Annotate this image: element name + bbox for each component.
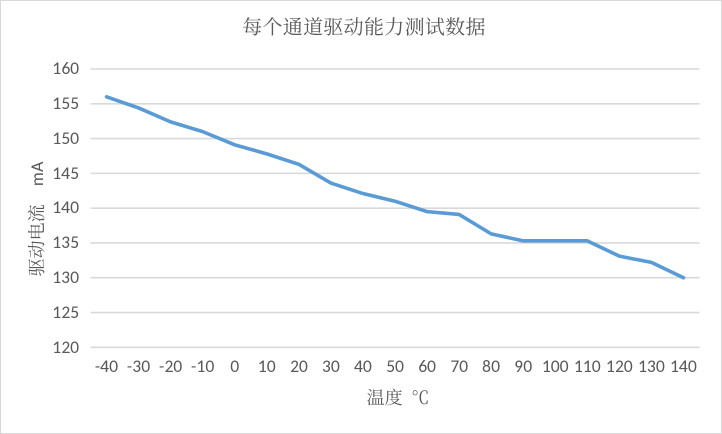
series-line xyxy=(104,95,686,280)
x-tick-label: -20 xyxy=(159,355,183,378)
y-tick-label: 135 xyxy=(52,231,79,254)
x-tick-label: -10 xyxy=(191,355,215,378)
x-tick-label: 130 xyxy=(638,355,665,378)
x-tick-label: 30 xyxy=(322,355,340,378)
x-tick-label: 70 xyxy=(450,355,468,378)
x-tick-label: -30 xyxy=(127,355,151,378)
x-tick-label: 80 xyxy=(482,355,501,378)
x-tick-label: 60 xyxy=(418,355,436,378)
y-tick-label: 140 xyxy=(52,196,79,219)
x-axis-title: 温度 ℃ xyxy=(366,383,430,410)
x-tick-label: 20 xyxy=(289,355,308,378)
y-tick-label: 155 xyxy=(52,92,79,115)
x-tick-label: 40 xyxy=(354,355,372,378)
y-tick-label: 145 xyxy=(52,161,79,184)
x-tick-label: 90 xyxy=(514,355,533,378)
gridlines xyxy=(90,68,700,349)
x-tick-label: 110 xyxy=(574,355,601,378)
y-tick-label: 125 xyxy=(52,300,79,323)
chart-title: 每个通道驱动能力测试数据 xyxy=(242,10,486,40)
x-tick-label: 50 xyxy=(386,355,404,378)
y-tick-label: 130 xyxy=(52,265,79,288)
x-tick-label: 0 xyxy=(230,355,240,378)
x-tick-label: 120 xyxy=(606,355,633,378)
x-tick-label: 140 xyxy=(670,355,697,378)
y-tick-label: 160 xyxy=(52,57,79,80)
y-tick-label: 120 xyxy=(52,335,79,358)
x-tick-label: -40 xyxy=(94,355,119,378)
x-tick-label: 10 xyxy=(257,355,276,378)
y-tick-label: 150 xyxy=(52,126,79,149)
x-tick-label: 100 xyxy=(541,355,569,378)
y-axis-title: 驱动电流 mA xyxy=(22,161,49,277)
